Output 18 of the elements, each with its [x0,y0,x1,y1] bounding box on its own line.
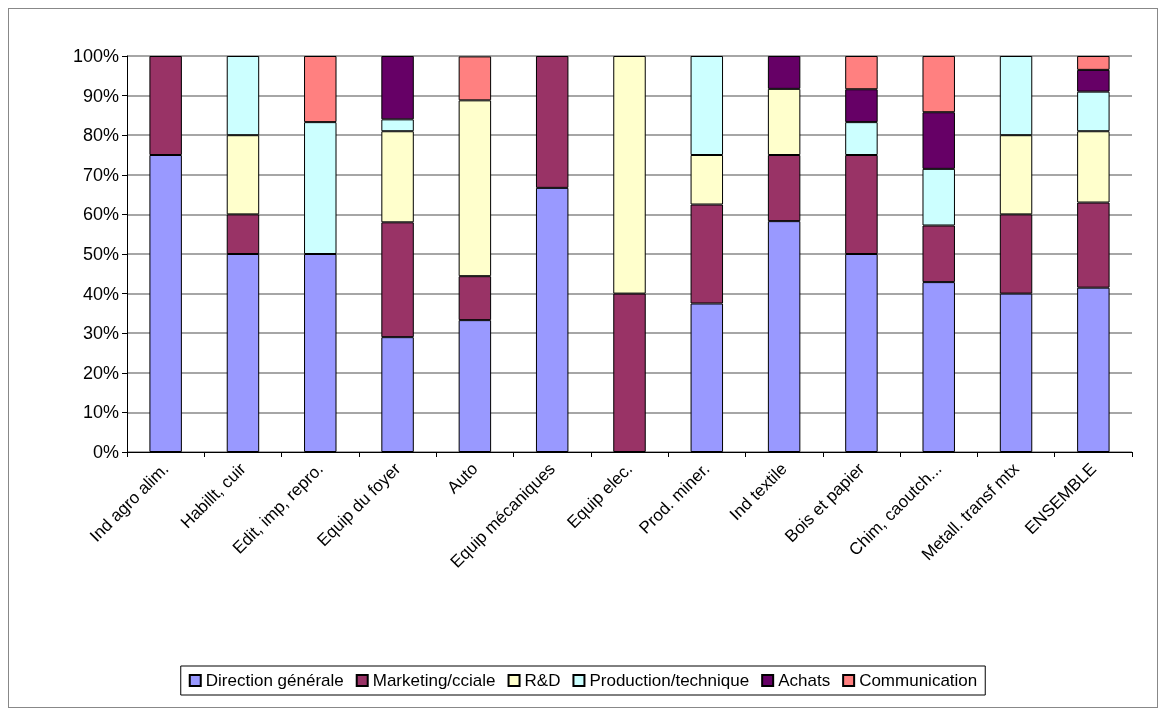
y-tick-label: 0% [92,442,119,462]
y-tick-label: 20% [82,362,119,383]
y-tick-label: 10% [82,402,119,423]
legend-label: Production/technique [589,671,750,690]
legend-label: R&D [524,671,561,690]
y-tick-label: 100% [72,46,119,66]
y-tick-label: 30% [82,323,119,344]
y-tick-label: 80% [82,125,119,146]
y-tick-label: 90% [82,85,119,106]
legend-label: Communication [859,671,978,690]
legend-label: Marketing/cciale [372,671,496,690]
legend-label: Achats [778,671,831,690]
y-tick-label: 40% [82,283,119,304]
x-tick-label: Ind agro alim. [86,459,173,546]
y-tick-label: 70% [82,164,119,185]
legend-label: Direction générale [205,671,344,690]
y-tick-label: 50% [82,244,119,264]
y-tick-label: 60% [82,204,119,225]
